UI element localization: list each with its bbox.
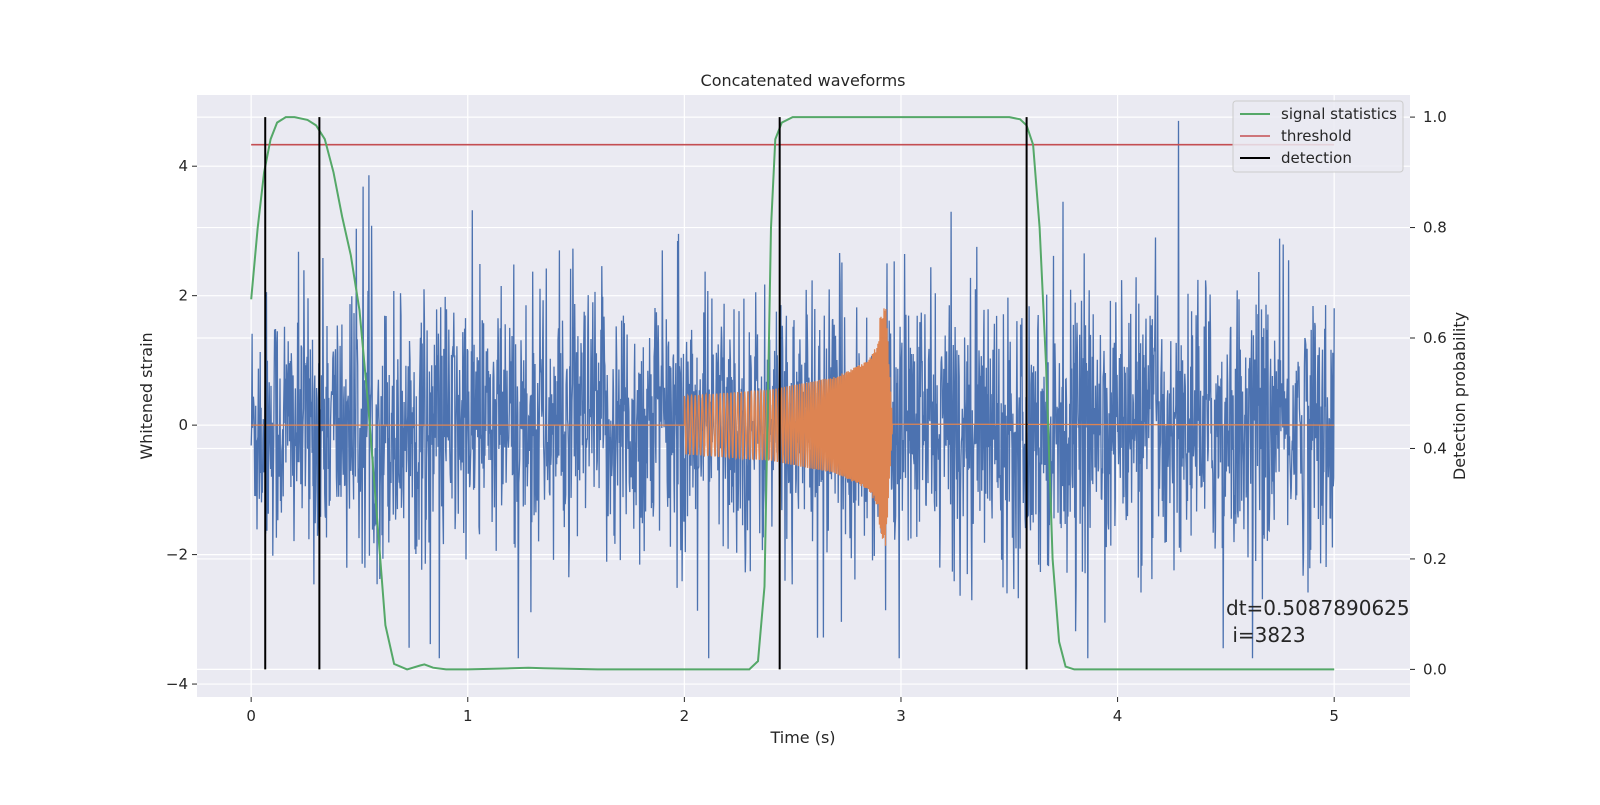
injection-series-line	[251, 308, 1335, 546]
legend-box	[1232, 100, 1404, 173]
legend: signal statistics threshold detection	[1232, 100, 1404, 173]
x-tick-label: 2	[680, 707, 690, 725]
annotation-i: i=3823	[1226, 623, 1306, 647]
y-right-tick-label: 1.0	[1423, 108, 1447, 126]
y-right-tick-label: 0.6	[1423, 329, 1447, 347]
axis-ticks: 0 1 2 3 4 5 −4 −2 0 2 4 0.0 0.2 0.4 0.6 0.8 1.0	[166, 108, 1447, 725]
x-tick-label: 0	[246, 707, 256, 725]
y-right-tick-label: 0.8	[1423, 219, 1447, 237]
legend-label-signal-statistics: signal statistics	[1281, 105, 1397, 123]
annotation-dt: dt=0.5087890625	[1226, 596, 1410, 620]
y-left-tick-label: −2	[166, 546, 188, 564]
y-right-tick-label: 0.0	[1423, 660, 1447, 678]
y-axis-label-right: Detection probability	[1450, 312, 1469, 480]
y-right-tick-label: 0.2	[1423, 550, 1447, 568]
y-left-tick-label: 0	[178, 416, 188, 434]
legend-label-threshold: threshold	[1281, 127, 1352, 145]
chart-title: Concatenated waveforms	[701, 71, 906, 90]
y-left-tick-label: −4	[166, 675, 188, 693]
x-tick-label: 3	[896, 707, 906, 725]
x-tick-label: 5	[1329, 707, 1339, 725]
x-axis-label: Time (s)	[769, 728, 835, 747]
y-axis-label-left: Whitened strain	[137, 332, 156, 459]
data-series	[250, 116, 1335, 671]
x-tick-label: 4	[1113, 707, 1123, 725]
legend-label-detection: detection	[1281, 149, 1352, 167]
y-right-tick-label: 0.4	[1423, 439, 1447, 457]
y-left-tick-label: 2	[178, 287, 188, 305]
x-tick-label: 1	[463, 707, 473, 725]
y-left-tick-label: 4	[178, 157, 188, 175]
